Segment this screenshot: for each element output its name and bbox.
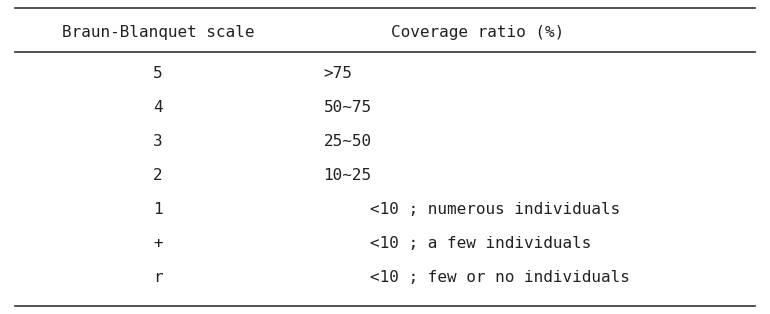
Text: r: r [153, 270, 162, 285]
Text: >75: >75 [323, 66, 352, 81]
Text: 2: 2 [153, 168, 162, 183]
Text: 4: 4 [153, 100, 162, 115]
Text: +: + [153, 236, 162, 251]
Text: 10∼25: 10∼25 [323, 168, 371, 183]
Text: Braun-Blanquet scale: Braun-Blanquet scale [62, 25, 254, 41]
Text: Coverage ratio (%): Coverage ratio (%) [390, 25, 564, 41]
Text: <10 ; few or no individuals: <10 ; few or no individuals [370, 270, 629, 285]
Text: 5: 5 [153, 66, 162, 81]
Text: 25∼50: 25∼50 [323, 134, 371, 149]
Text: <10 ; a few individuals: <10 ; a few individuals [370, 236, 591, 251]
Text: 1: 1 [153, 202, 162, 217]
Text: 50∼75: 50∼75 [323, 100, 371, 115]
Text: <10 ; numerous individuals: <10 ; numerous individuals [370, 202, 620, 217]
Text: 3: 3 [153, 134, 162, 149]
